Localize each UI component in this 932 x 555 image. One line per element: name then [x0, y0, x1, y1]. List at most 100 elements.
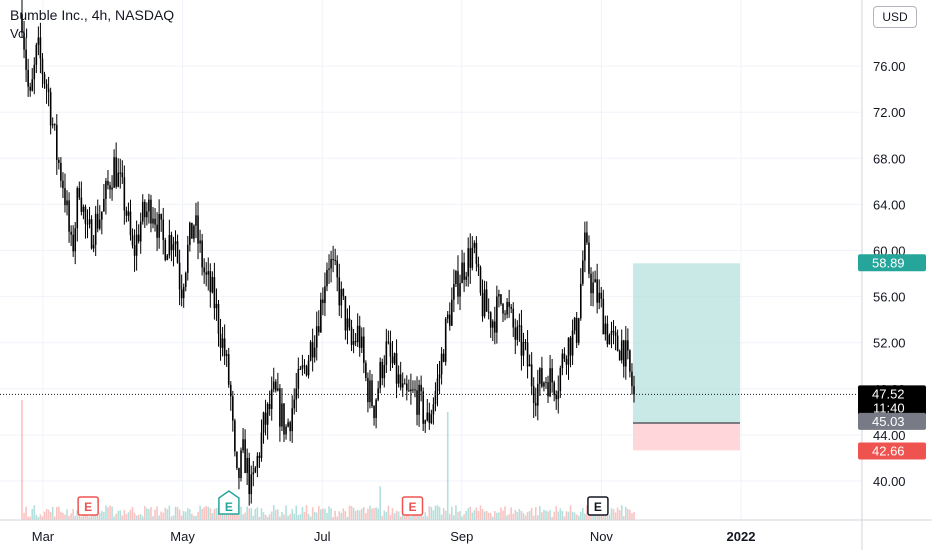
- volume-bar: [127, 512, 130, 520]
- candle-body: [541, 368, 543, 387]
- candle-body: [291, 408, 293, 432]
- volume-bar: [180, 515, 183, 520]
- volume-bar: [168, 505, 171, 520]
- candle-body: [238, 468, 240, 479]
- candle-body: [385, 341, 388, 365]
- candle-body: [434, 391, 437, 405]
- candle-body: [266, 403, 269, 425]
- stop-zone[interactable]: [633, 423, 740, 451]
- candle-body: [295, 388, 298, 400]
- volume-bar: [426, 516, 429, 520]
- volume-bar: [164, 507, 167, 520]
- candle-body: [287, 422, 289, 427]
- volume-bar: [622, 516, 625, 520]
- volume-indicator-label[interactable]: Vol: [10, 26, 29, 41]
- earnings-badge[interactable]: [587, 496, 609, 516]
- candle-body: [193, 225, 195, 239]
- volume-bar: [129, 509, 132, 520]
- earnings-marker-future[interactable]: E: [587, 496, 609, 516]
- volume-bar: [236, 512, 238, 520]
- candle-body: [123, 177, 126, 211]
- candle-body: [322, 299, 324, 304]
- volume-bar: [317, 506, 320, 520]
- x-tick-label: 2022: [727, 529, 756, 544]
- candle-body: [328, 268, 330, 270]
- volume-bar: [502, 510, 504, 520]
- volume-bar: [444, 510, 447, 520]
- candle-body: [203, 267, 205, 273]
- volume-bar: [303, 512, 306, 520]
- volume-bar: [195, 515, 197, 520]
- volume-bar: [629, 509, 631, 520]
- volume-bar: [268, 514, 271, 520]
- volume-bar: [567, 511, 570, 520]
- volume-bar: [141, 516, 144, 520]
- candle-body: [94, 213, 97, 245]
- volume-bar: [39, 514, 42, 520]
- earnings-marker-past[interactable]: E: [77, 496, 99, 516]
- candle-body: [176, 241, 179, 263]
- candle-body: [80, 197, 83, 212]
- candle-body: [532, 386, 535, 404]
- volume-bar: [481, 509, 484, 520]
- earnings-marker-past[interactable]: E: [401, 496, 424, 516]
- candle-body: [270, 389, 273, 409]
- candle-body: [567, 337, 570, 365]
- candle-body: [616, 335, 619, 352]
- volume-bar: [279, 516, 281, 520]
- candle-body: [199, 240, 201, 244]
- target-zone[interactable]: [633, 263, 740, 424]
- volume-bar: [55, 506, 58, 520]
- candle-body: [455, 271, 457, 285]
- volume-bar: [549, 510, 551, 520]
- earnings-label: E: [594, 500, 602, 514]
- volume-bar: [627, 509, 629, 520]
- candle-body: [254, 467, 257, 473]
- volume-bar: [150, 506, 152, 520]
- currency-button[interactable]: USD: [873, 6, 917, 28]
- candle-body: [539, 368, 541, 384]
- candle-body: [156, 224, 158, 238]
- long-position-tool[interactable]: [633, 263, 740, 451]
- volume-bar: [479, 505, 482, 520]
- volume-bar: [616, 507, 619, 520]
- candle-body: [627, 340, 629, 351]
- earnings-badge[interactable]: [218, 490, 240, 515]
- volume-bar: [66, 509, 68, 520]
- volume-bar: [27, 516, 29, 520]
- candle-body: [547, 382, 549, 397]
- candle-body: [418, 384, 420, 415]
- earnings-badge[interactable]: [401, 496, 424, 516]
- earnings-marker-past_beat[interactable]: E: [218, 490, 240, 515]
- volume-bar: [131, 506, 134, 520]
- candle-body: [414, 389, 416, 391]
- volume-bar: [170, 516, 173, 520]
- volume-bar: [440, 514, 443, 520]
- candle-body: [178, 262, 181, 290]
- candle-body: [27, 69, 29, 87]
- candle-body: [338, 277, 341, 306]
- y-tick-label: 52.00: [873, 336, 906, 351]
- candle-body: [586, 232, 588, 243]
- candle-body: [29, 86, 31, 91]
- earnings-badge[interactable]: [77, 496, 99, 516]
- volume-bar: [315, 512, 318, 520]
- volume-bar: [31, 508, 34, 520]
- volume-bar: [189, 509, 191, 520]
- volume-bar: [309, 516, 312, 520]
- volume-bar: [162, 512, 165, 520]
- volume-bar: [201, 509, 203, 520]
- candle-body: [594, 279, 596, 283]
- candle-body: [158, 213, 160, 238]
- volume-bar: [199, 505, 201, 520]
- candle-body: [209, 271, 212, 293]
- volume-bar: [260, 508, 263, 520]
- candle-body: [236, 451, 238, 469]
- candle-body: [162, 219, 165, 240]
- candle-body: [135, 234, 138, 256]
- candle-body: [186, 244, 189, 273]
- candle-body: [219, 333, 222, 348]
